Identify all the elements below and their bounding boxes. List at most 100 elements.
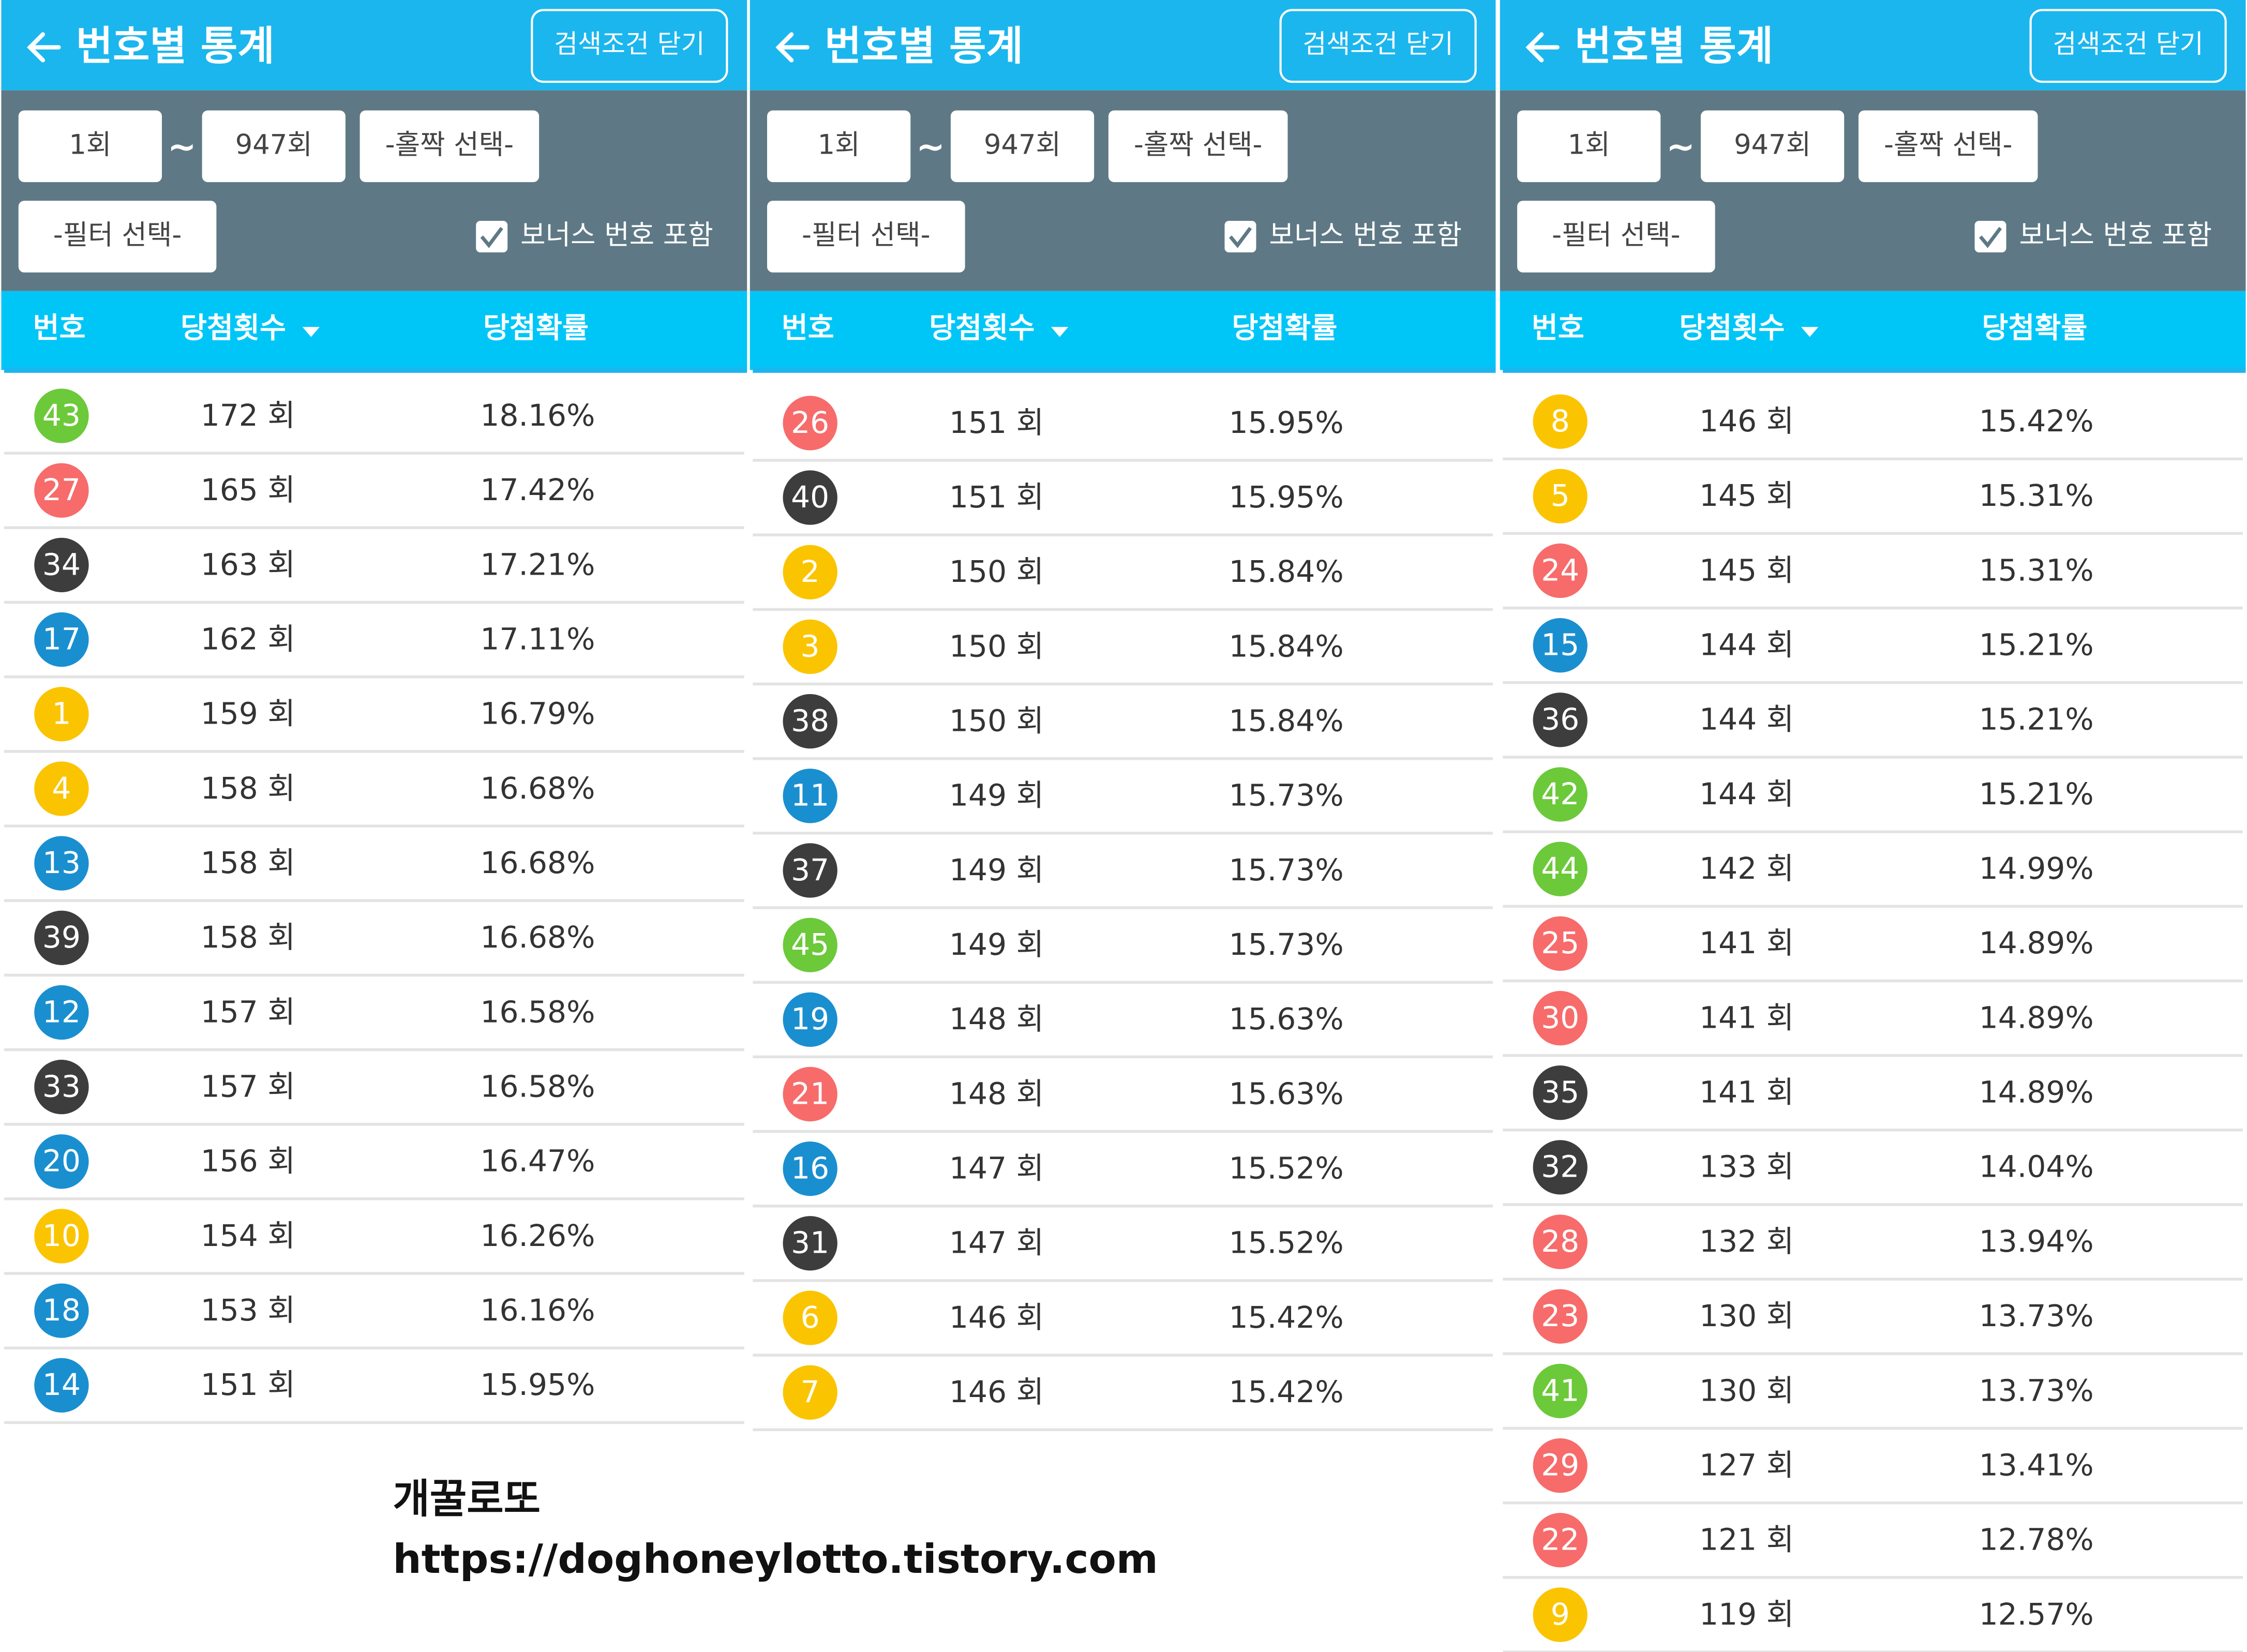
filter-select-label[interactable]: -필터 선택-: [53, 219, 182, 251]
win-rate: 15.31%: [1979, 478, 2094, 513]
filter-select-label[interactable]: -필터 선택-: [1552, 219, 1681, 251]
top-bar: [1500, 0, 2246, 91]
win-rate: 16.68%: [480, 920, 595, 955]
close-button[interactable]: [2029, 9, 2227, 83]
back-arrow[interactable]: [27, 32, 61, 63]
from-select-label[interactable]: 1회: [818, 129, 860, 160]
win-count: 151 회: [949, 479, 1044, 515]
back-arrow[interactable]: [775, 32, 810, 63]
from-select[interactable]: [767, 110, 911, 183]
win-rate: 13.41%: [1979, 1447, 2094, 1482]
number-ball: [783, 1290, 837, 1345]
number-ball: [34, 388, 89, 443]
to-select[interactable]: [1700, 110, 1845, 183]
number-ball: [1533, 1289, 1587, 1344]
number-ball: [34, 985, 89, 1040]
number-ball: [783, 1216, 837, 1271]
parity-select-label[interactable]: -홀짝 선택-: [1134, 129, 1263, 160]
win-count: 153 회: [201, 1293, 295, 1328]
table-header-underline: [1503, 367, 2246, 373]
ball-number: 4: [52, 771, 71, 806]
column-header: 번호: [33, 312, 85, 345]
check-mark: [1979, 227, 2002, 248]
bonus-checkbox[interactable]: [476, 220, 508, 252]
top-bar: [750, 0, 1496, 91]
ball-number: 27: [42, 472, 81, 507]
from-select-label[interactable]: 1회: [69, 129, 111, 160]
from-select-label[interactable]: 1회: [1568, 129, 1610, 160]
ball-number: 38: [791, 703, 829, 738]
ball-number: 12: [42, 994, 81, 1029]
ball-number: 36: [1541, 702, 1579, 737]
number-ball: [783, 1365, 837, 1420]
table-header: [750, 291, 1496, 370]
win-rate: 15.73%: [1229, 852, 1344, 888]
win-rate: 15.42%: [1979, 403, 2094, 439]
from-select[interactable]: [1517, 110, 1661, 183]
number-ball: [1533, 1438, 1587, 1493]
win-rate: 13.73%: [1979, 1373, 2094, 1408]
win-rate: 16.58%: [480, 1069, 595, 1104]
win-rate: 15.31%: [1979, 552, 2094, 588]
filter-select[interactable]: [1517, 201, 1715, 273]
ball-number: 5: [1551, 478, 1570, 513]
parity-select-label[interactable]: -홀짝 선택-: [1884, 129, 2013, 160]
number-ball: [34, 761, 89, 816]
win-count: 130 회: [1699, 1298, 1794, 1333]
number-ball: [1533, 842, 1587, 896]
close-button-label[interactable]: 검색조건 닫기: [1302, 29, 1453, 59]
win-count: 148 회: [949, 1001, 1044, 1037]
bonus-label[interactable]: 보너스 번호 포함: [2019, 219, 2212, 251]
filter-select[interactable]: [18, 201, 217, 273]
to-select-label[interactable]: 947회: [984, 129, 1061, 160]
win-rate: 15.42%: [1229, 1374, 1344, 1409]
win-rate: 13.73%: [1979, 1298, 2094, 1333]
to-select-label[interactable]: 947회: [235, 129, 312, 160]
parity-select-label[interactable]: -홀짝 선택-: [385, 129, 514, 160]
ball-number: 39: [42, 920, 81, 955]
back-arrow[interactable]: [1525, 32, 1560, 63]
column-header[interactable]: 당첨횟수: [929, 312, 1035, 345]
win-rate: 12.57%: [1979, 1597, 2094, 1632]
bonus-checkbox[interactable]: [1974, 220, 2006, 252]
close-button[interactable]: [1279, 9, 1477, 83]
win-count: 145 회: [1699, 478, 1794, 513]
win-rate: 16.26%: [480, 1218, 595, 1253]
parity-select[interactable]: [1108, 110, 1288, 183]
ball-number: 10: [42, 1218, 81, 1253]
filter-select-label[interactable]: -필터 선택-: [802, 219, 931, 251]
from-select[interactable]: [18, 110, 162, 183]
column-header: 당첨확률: [1982, 312, 2087, 345]
filter-select[interactable]: [767, 201, 965, 273]
bonus-label[interactable]: 보너스 번호 포함: [1269, 219, 1462, 251]
bonus-label[interactable]: 보너스 번호 포함: [520, 219, 713, 251]
ball-number: 13: [42, 845, 81, 880]
close-button[interactable]: [531, 9, 728, 83]
to-select[interactable]: [202, 110, 346, 183]
win-rate: 15.63%: [1229, 1076, 1344, 1111]
number-ball: [783, 1141, 837, 1196]
column-header[interactable]: 당첨횟수: [181, 312, 286, 345]
tilde: ~: [168, 126, 197, 167]
ball-number: 1: [52, 696, 71, 731]
win-count: 149 회: [949, 927, 1044, 962]
ball-number: 42: [1541, 776, 1579, 812]
number-ball: [34, 910, 89, 965]
close-button-label[interactable]: 검색조건 닫기: [2053, 29, 2204, 59]
win-count: 165 회: [201, 472, 295, 507]
win-count: 157 회: [201, 994, 295, 1029]
to-select[interactable]: [950, 110, 1095, 183]
win-rate: 14.89%: [1979, 1000, 2094, 1035]
watermark-url: https://doghoneylotto.tistory.com: [393, 1536, 1158, 1583]
parity-select[interactable]: [359, 110, 540, 183]
win-count: 148 회: [949, 1076, 1044, 1111]
tilde: ~: [1666, 126, 1695, 167]
bonus-checkbox[interactable]: [1224, 220, 1256, 252]
column-header[interactable]: 당첨횟수: [1679, 312, 1785, 345]
to-select-label[interactable]: 947회: [1734, 129, 1811, 160]
close-button-label[interactable]: 검색조건 닫기: [554, 29, 705, 59]
win-rate: 13.94%: [1979, 1224, 2094, 1259]
parity-select[interactable]: [1858, 110, 2038, 183]
win-rate: 14.99%: [1979, 851, 2094, 886]
